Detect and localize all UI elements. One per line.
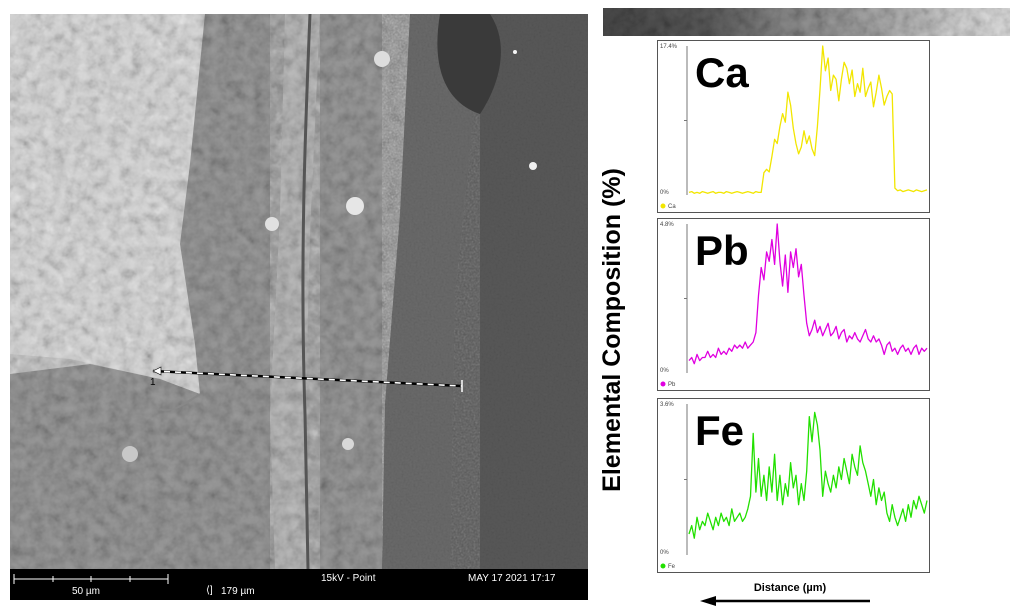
chart-fe: 3.6% 0% Fe Fe (657, 398, 930, 573)
series-line-pb (688, 223, 928, 365)
legend-swatch-fe (660, 563, 666, 569)
y-max-label: 3.6% (660, 402, 674, 408)
scale-bar (13, 574, 169, 584)
field-width-icon: ⟨] (206, 585, 213, 596)
series-line-fe (688, 411, 928, 539)
y-min-label: 0% (660, 190, 669, 196)
y-max-label: 4.8% (660, 222, 674, 228)
y-axis-label: Elemental Composition (%) (578, 120, 638, 540)
chart-panel-pb: 4.8% 0% Pb Pb (657, 218, 930, 391)
chart-panel-fe: 3.6% 0% Fe Fe (657, 398, 930, 573)
sem-micrograph: 1 (10, 14, 588, 569)
micrograph-strip-drawing (603, 8, 1010, 36)
sem-mode: 15kV - Point (321, 573, 376, 584)
direction-arrow-icon (700, 596, 870, 606)
chart-panel-ca: 17.4% 0% Ca Ca (657, 40, 930, 213)
legend-swatch-ca (660, 203, 666, 209)
x-axis-label: Distance (µm) (753, 582, 827, 594)
line-scan-marker: 1 (150, 377, 156, 388)
legend-label-ca: Ca (668, 204, 676, 210)
y-min-label: 0% (660, 550, 669, 556)
chart-pb: 4.8% 0% Pb Pb (657, 218, 930, 391)
series-line-ca (688, 45, 928, 194)
sem-timestamp: MAY 17 2021 17:17 (468, 573, 556, 584)
chart-ca: 17.4% 0% Ca Ca (657, 40, 930, 213)
y-max-label: 17.4% (660, 44, 678, 50)
y-min-label: 0% (660, 368, 669, 374)
y-axis-label-text: Elemental Composition (%) (598, 168, 626, 492)
sem-info-bar: 50 µm ⟨] 179 µm 15kV - Point MAY 17 2021… (10, 569, 588, 600)
legend-swatch-pb (660, 381, 666, 387)
micrograph-strip (603, 8, 1010, 36)
element-label-fe: Fe (695, 407, 744, 454)
legend-label-pb: Pb (668, 382, 676, 388)
field-width: 179 µm (221, 586, 255, 597)
legend-label-fe: Fe (668, 564, 676, 570)
sem-micrograph-drawing: 1 (10, 14, 588, 569)
scale-bar-label: 50 µm (72, 586, 100, 597)
element-label-ca: Ca (695, 49, 749, 96)
chart-frame (657, 218, 930, 391)
element-label-pb: Pb (695, 227, 749, 274)
